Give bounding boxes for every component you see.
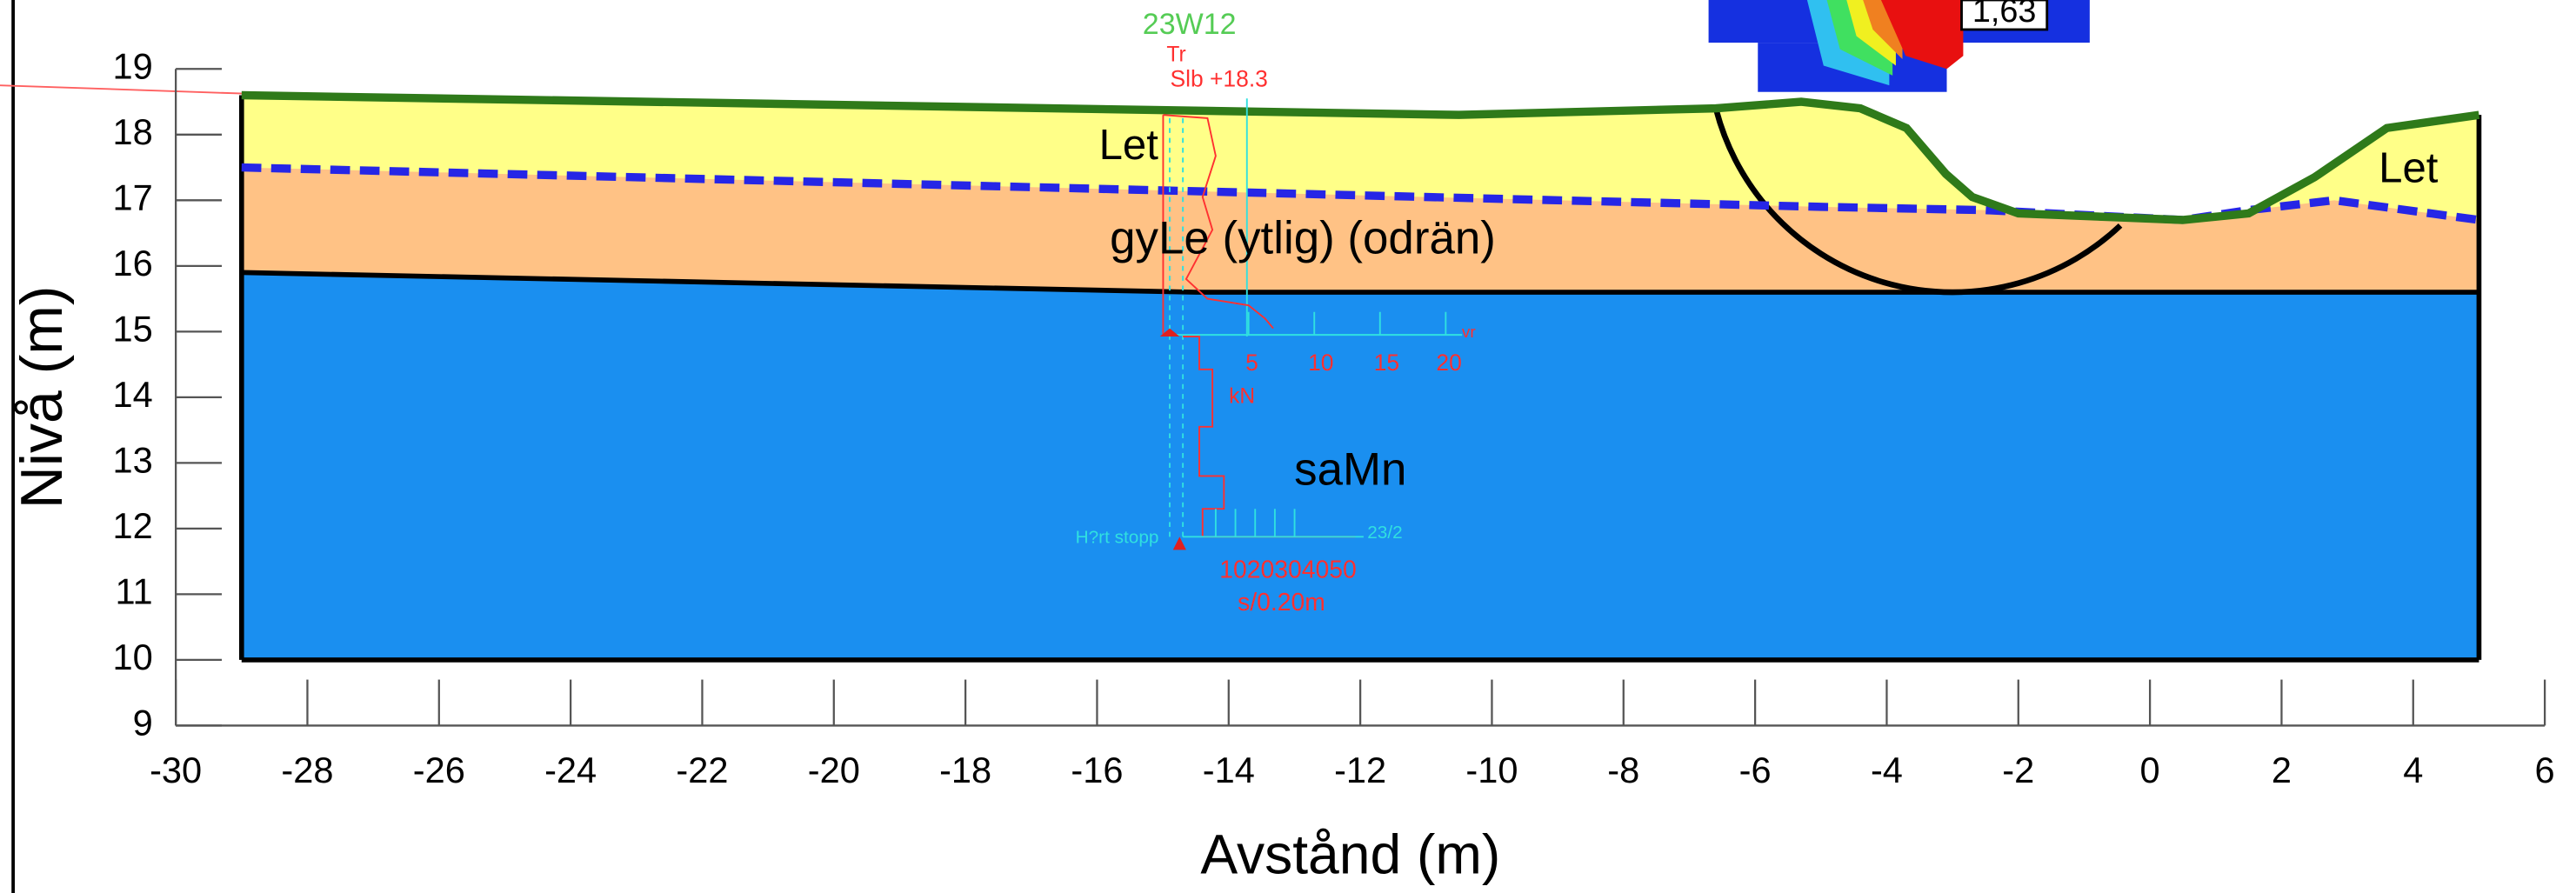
y-tick-label: 16 xyxy=(112,243,152,283)
annotation: s/0.20m xyxy=(1238,589,1325,616)
annotation: 15 xyxy=(1374,350,1399,376)
x-tick-label: -16 xyxy=(1071,750,1123,790)
y-tick-label: 10 xyxy=(112,636,152,677)
annotation: 5 xyxy=(1245,350,1258,376)
x-tick-label: -20 xyxy=(808,750,860,790)
annotation: 1,63 xyxy=(1972,0,2037,30)
annotation: 10 xyxy=(1308,350,1333,376)
layer-label: saMn xyxy=(1294,444,1406,496)
x-tick-label: -24 xyxy=(544,750,597,790)
x-tick-label: -12 xyxy=(1334,750,1386,790)
x-tick-label: -14 xyxy=(1203,750,1255,790)
layers xyxy=(242,95,2479,659)
x-tick-label: -6 xyxy=(1739,750,1772,790)
x-tick-label: -8 xyxy=(1607,750,1639,790)
annotation: Tr xyxy=(1166,43,1185,67)
layer-label: Let xyxy=(2379,144,2439,191)
x-tick-label: -28 xyxy=(281,750,333,790)
x-tick-label: 2 xyxy=(2272,750,2292,790)
x-tick-label: -4 xyxy=(1871,750,1903,790)
annotation: 23W12 xyxy=(1143,8,1237,41)
y-tick-label: 12 xyxy=(112,505,152,546)
y-tick-label: 19 xyxy=(112,45,152,86)
x-tick-label: -10 xyxy=(1465,750,1518,790)
annotation: H?rt stopp xyxy=(1076,528,1159,548)
y-axis-title: Nivå (m) xyxy=(9,286,75,510)
y-tick-label: 13 xyxy=(112,439,152,480)
y-tick-label: 18 xyxy=(112,111,152,152)
y-tick-label: 14 xyxy=(112,374,152,415)
x-tick-label: -30 xyxy=(150,750,202,790)
annotation: 20 xyxy=(1436,350,1461,376)
annotation: kN xyxy=(1229,384,1255,408)
annotation: 1020304050 xyxy=(1219,556,1357,583)
y-tick-label: 17 xyxy=(112,177,152,217)
x-tick-label: -18 xyxy=(939,750,991,790)
x-tick-label: 6 xyxy=(2535,750,2555,790)
y-tick-label: 11 xyxy=(116,570,153,611)
page: {"chart_data": { "type": "section", "xla… xyxy=(0,0,2576,893)
x-tick-label: -26 xyxy=(413,750,465,790)
layer-label: Let xyxy=(1099,122,1159,169)
x-tick-label: 0 xyxy=(2140,750,2160,790)
y-tick-label: 9 xyxy=(133,702,153,743)
x-axis-title: Avstånd (m) xyxy=(1200,823,1500,885)
chart: -30-28-26-24-22-20-18-16-14-12-10-8-6-4-… xyxy=(0,0,2576,893)
annotation: vr xyxy=(1462,323,1476,342)
layer-label: gyLe (ytlig) (odrän) xyxy=(1110,212,1496,263)
x-tick-label: -2 xyxy=(2002,750,2034,790)
annotation: Slb +18.3 xyxy=(1170,65,1267,91)
annotation: 23/2 xyxy=(1367,523,1402,543)
x-tick-label: -22 xyxy=(676,750,728,790)
x-tick-label: 4 xyxy=(2403,750,2423,790)
y-tick-label: 15 xyxy=(112,308,152,349)
reference-line xyxy=(0,85,244,93)
